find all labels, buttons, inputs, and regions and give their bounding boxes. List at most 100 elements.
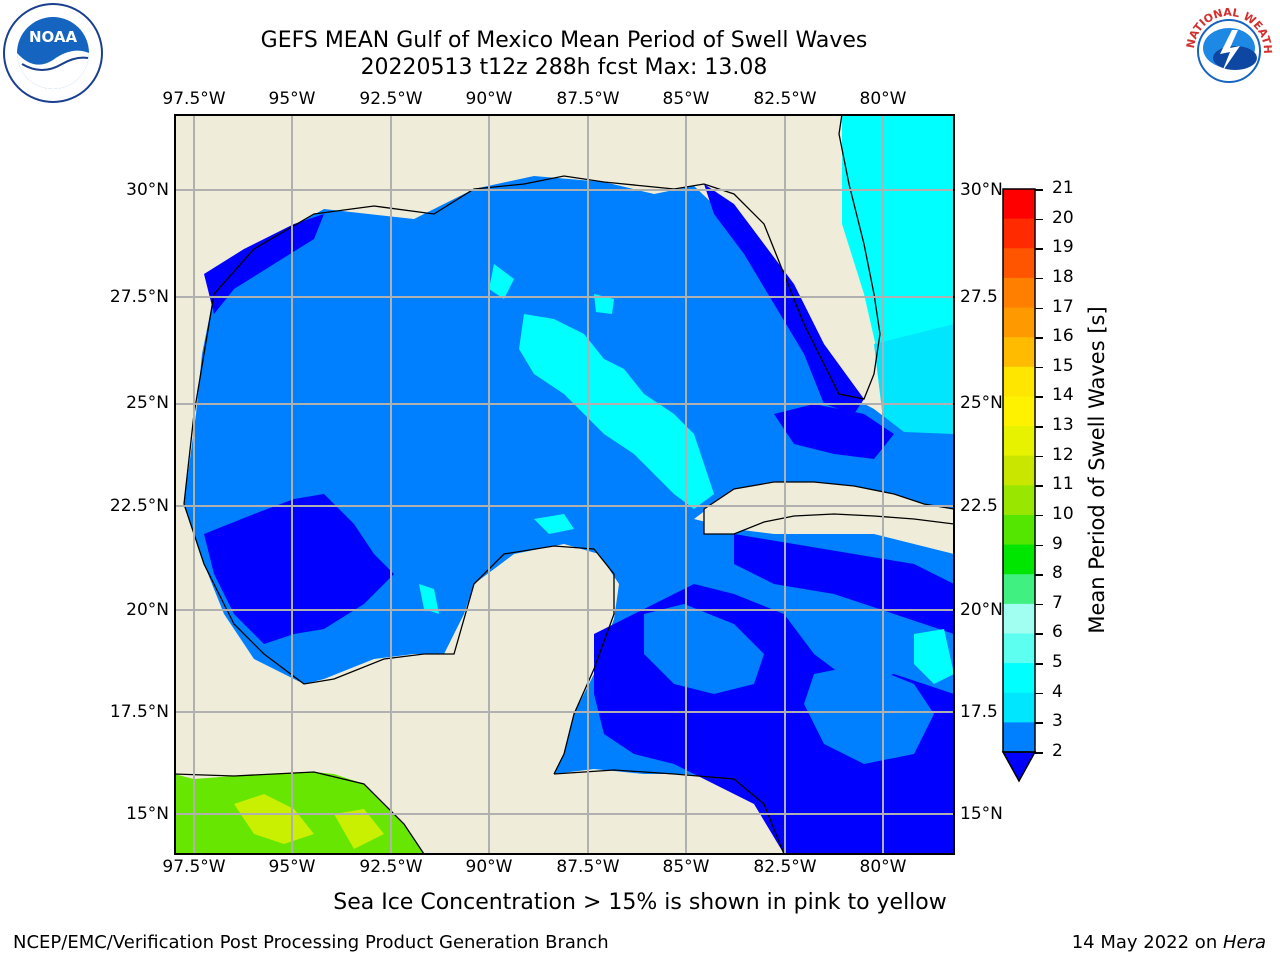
colorbar-tick-mark xyxy=(1035,396,1043,398)
x-tick-label: 85°W xyxy=(662,89,710,109)
y-tick-label: 27.5 xyxy=(960,287,998,307)
colorbar-cell xyxy=(1003,426,1035,457)
deep-swell-patch-west xyxy=(204,494,394,644)
colorbar-tick-label: 11 xyxy=(1052,474,1074,495)
cyan-swell-south xyxy=(534,514,574,534)
colorbar-tick-label: 15 xyxy=(1052,355,1074,376)
colorbar-tick-label: 13 xyxy=(1052,415,1074,436)
footer-right: 14 May 2022 on Hera xyxy=(1072,932,1266,953)
colorbar-tick-mark xyxy=(1035,663,1043,665)
colorbar-tick-label: 21 xyxy=(1052,178,1074,198)
colorbar-tick-label: 3 xyxy=(1052,711,1063,732)
colorbar-tick-label: 18 xyxy=(1052,266,1074,287)
colorbar-tick-mark xyxy=(1035,574,1043,576)
colorbar-tick-label: 6 xyxy=(1052,622,1063,643)
colorbar-tick-mark xyxy=(1035,426,1043,428)
colorbar-cell xyxy=(1003,692,1035,723)
x-tick-label: 87.5°W xyxy=(556,89,620,109)
colorbar-tick-mark xyxy=(1035,455,1043,458)
colorbar-tick-mark xyxy=(1035,752,1043,754)
colorbar-tick-mark xyxy=(1035,307,1043,310)
colorbar-cell xyxy=(1003,633,1035,664)
colorbar-tick-label: 19 xyxy=(1052,237,1074,258)
x-tick-label: 92.5°W xyxy=(359,89,423,109)
cyan-swell-bay xyxy=(419,584,439,614)
colorbar-frame xyxy=(1002,188,1036,753)
y-tick-label: 20°N xyxy=(960,600,1003,620)
deep-swell-patch-keys xyxy=(774,404,894,459)
footer-left: NCEP/EMC/Verification Post Processing Pr… xyxy=(13,932,609,953)
colorbar-tick-label: 2 xyxy=(1052,741,1063,761)
mid-swell-patch-carib xyxy=(644,604,764,694)
colorbar-tick-label: 4 xyxy=(1052,681,1063,702)
colorbar-cell xyxy=(1003,544,1035,575)
colorbar-tick-mark xyxy=(1035,603,1043,606)
y-tick-label: 25°N xyxy=(960,393,1003,413)
x-tick-label: 82.5°W xyxy=(753,857,817,877)
map-grid xyxy=(174,114,954,854)
colorbar-extend-arrow xyxy=(1001,751,1037,783)
colorbar-tick-label: 8 xyxy=(1052,563,1063,584)
colorbar-cell xyxy=(1003,248,1035,279)
colorbar-cell xyxy=(1003,307,1035,338)
colorbar-cell xyxy=(1003,218,1035,249)
colorbar-tick-label: 14 xyxy=(1052,385,1074,406)
cyan-swell-small2 xyxy=(594,294,614,314)
y-tick-label: 25°N xyxy=(126,393,169,413)
colorbar-tick-label: 7 xyxy=(1052,592,1063,613)
nws-logo: NATIONAL WEATHER SERVICE xyxy=(1180,2,1276,98)
colorbar-cell xyxy=(1003,189,1035,220)
x-tick-label: 85°W xyxy=(662,857,710,877)
x-tick-label: 92.5°W xyxy=(359,857,423,877)
colorbar-cell xyxy=(1003,455,1035,486)
noaa-logo: NOAA xyxy=(3,3,103,103)
colorbar-tick-mark xyxy=(1035,189,1043,191)
cyan-swell-small xyxy=(489,264,514,299)
colorbar-cell xyxy=(1003,277,1035,309)
mexico-coastline xyxy=(183,503,615,775)
colorbar-cell xyxy=(1003,574,1035,605)
y-tick-label: 22.5 xyxy=(960,496,998,516)
map-frame xyxy=(174,114,955,855)
colorbar xyxy=(1001,188,1037,783)
colorbar-tick-mark xyxy=(1035,277,1043,280)
x-tick-label: 82.5°W xyxy=(753,89,817,109)
colorbar-tick-label: 10 xyxy=(1052,503,1074,524)
x-tick-label: 95°W xyxy=(268,89,316,109)
central-america-coastline xyxy=(553,769,785,854)
colorbar-tick-label: 5 xyxy=(1052,652,1063,673)
pacific-coastline xyxy=(174,771,425,854)
colorbar-tick-label: 12 xyxy=(1052,444,1074,465)
colorbar-cell xyxy=(1003,514,1035,546)
x-tick-label: 95°W xyxy=(268,857,316,877)
colorbar-tick-mark xyxy=(1035,485,1043,487)
mid-swell-patch-carib2 xyxy=(804,664,934,764)
footer-date: 14 May 2022 on xyxy=(1071,932,1223,953)
colorbar-tick-mark xyxy=(1035,337,1043,339)
y-tick-label: 30°N xyxy=(960,180,1003,200)
x-tick-label: 90°W xyxy=(465,857,513,877)
colorbar-cell xyxy=(1003,603,1035,634)
colorbar-cell xyxy=(1003,485,1035,516)
map-panel xyxy=(174,114,955,855)
colorbar-tick-label: 17 xyxy=(1052,296,1074,317)
pacific-swell-high xyxy=(234,794,314,844)
colorbar-tick-label: 9 xyxy=(1052,533,1063,554)
colorbar-tick-mark xyxy=(1035,248,1043,250)
colorbar-cell xyxy=(1003,396,1035,427)
colorbar-tick-label: 20 xyxy=(1052,207,1074,228)
cuba-land xyxy=(703,481,954,535)
x-tick-label: 80°W xyxy=(859,857,907,877)
florida-coastline xyxy=(673,114,881,400)
y-tick-label: 20°N xyxy=(126,600,169,620)
north-coastline xyxy=(183,175,675,505)
deep-swell-patch-tx xyxy=(204,214,324,314)
colorbar-tick-label: 16 xyxy=(1052,326,1074,347)
cyan-swell-central xyxy=(519,314,714,509)
x-tick-label: 80°W xyxy=(859,89,907,109)
colorbar-tick-mark xyxy=(1035,366,1043,369)
pacific-swell-high2 xyxy=(334,809,384,849)
colorbar-label: Mean Period of Swell Waves [s] xyxy=(1085,306,1109,634)
colorbar-cell xyxy=(1003,366,1035,397)
colorbar-cell xyxy=(1003,722,1035,753)
